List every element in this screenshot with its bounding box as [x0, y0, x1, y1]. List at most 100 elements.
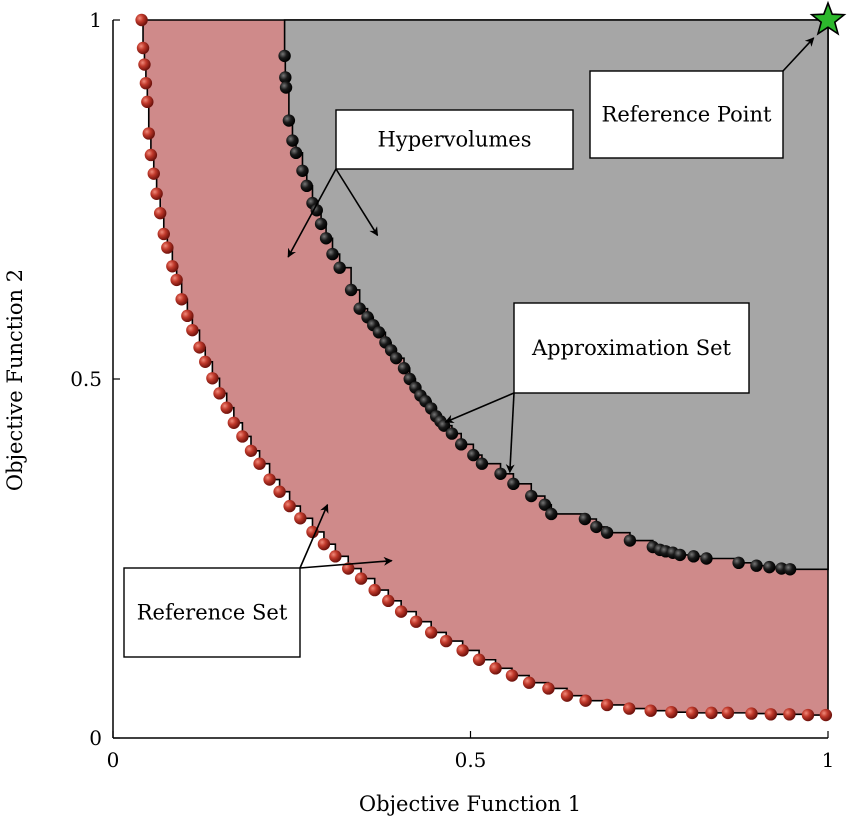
approximation-set-point — [475, 457, 489, 470]
reference-set-point — [764, 708, 777, 721]
reference-set-point — [560, 689, 574, 702]
reference-set-point — [306, 525, 319, 539]
approximation-set-point — [278, 49, 291, 63]
reference-set-point — [170, 273, 183, 287]
reference-set-point — [253, 457, 266, 470]
annotation-arrow — [287, 168, 337, 258]
reference-set-point — [144, 148, 158, 162]
approximation-set-point — [372, 326, 386, 339]
approximation-set-point — [525, 489, 538, 503]
reference-set-point — [542, 682, 555, 695]
reference-set-point — [783, 708, 796, 721]
reference-set-point — [135, 13, 148, 27]
reference-set-point — [382, 594, 395, 608]
reference-set-point — [317, 537, 331, 551]
approximation-set-point — [600, 526, 614, 539]
annotation-arrow — [782, 37, 815, 72]
reference-set-point — [236, 430, 249, 443]
reference-set-point — [579, 694, 592, 707]
reference-set-point — [150, 187, 163, 200]
reference-set-point — [181, 309, 194, 323]
approximation-set-point — [326, 247, 339, 261]
reference-set-point — [489, 662, 502, 675]
reference-set-point — [600, 698, 614, 712]
reference-set-point — [138, 58, 151, 71]
reference-set-point — [505, 669, 519, 682]
approximation-set-point — [445, 427, 459, 440]
reference-set-point — [157, 227, 170, 241]
reference-set-point — [206, 372, 219, 385]
reference-set-point — [439, 634, 453, 648]
approximation-set-point — [732, 556, 745, 570]
reference-set-point — [354, 572, 368, 585]
annotation-box — [335, 109, 574, 170]
annotation-arrow — [299, 503, 329, 569]
reference-set-point — [819, 708, 833, 722]
approximation-set-point — [455, 438, 468, 451]
annotation-arrow — [505, 392, 515, 474]
approximation-set-point — [578, 512, 592, 526]
approximation-set-point — [750, 559, 763, 572]
annotation-box — [123, 567, 301, 658]
annotation-label: Reference Point — [602, 103, 772, 127]
reference-set-point — [456, 644, 469, 657]
approximation-set-point — [300, 179, 313, 193]
reference-set-point — [368, 583, 381, 597]
reference-set-point — [283, 499, 296, 513]
approximation-set-point — [389, 351, 403, 365]
reference-set-point — [166, 260, 179, 273]
reference-set-point — [623, 702, 636, 715]
x-tick-label: 1 — [822, 748, 835, 772]
approximation-set-point — [783, 563, 797, 576]
reference-set-point — [147, 167, 160, 180]
approximation-set-point — [296, 164, 309, 177]
reference-set-point — [244, 444, 258, 457]
annotation-arrow — [444, 392, 515, 424]
approximation-set-point — [310, 204, 323, 217]
approximation-set-point — [687, 550, 700, 563]
approximation-set-point — [314, 217, 328, 231]
reference-set-point — [199, 355, 212, 368]
y-axis-label: Objective Function 2 — [3, 269, 27, 491]
reference-set-point — [721, 706, 735, 720]
reference-set-point — [329, 550, 342, 563]
annotation-box — [513, 302, 750, 394]
reference-set-point — [142, 127, 155, 140]
reference-set-point — [801, 708, 815, 722]
reference-set-point — [644, 704, 657, 717]
reference-set-point — [175, 293, 188, 306]
reference-point-star-icon — [809, 0, 847, 36]
x-axis-label: Objective Function 1 — [359, 792, 581, 816]
approximation-set-point — [494, 467, 507, 480]
reference-set-point — [394, 605, 408, 618]
annotation-arrow — [335, 168, 379, 237]
reference-set-point — [472, 653, 486, 666]
approximation-set-point — [289, 146, 303, 160]
reference-set-point — [213, 387, 226, 400]
y-tick-label: 1 — [89, 8, 102, 32]
reference-set-point — [665, 705, 678, 719]
y-tick-label: 0.5 — [70, 367, 102, 391]
reference-set-point — [705, 706, 718, 720]
annotation-label: Approximation Set — [531, 336, 732, 360]
approximation-set-point — [673, 548, 687, 562]
reference-set-point — [193, 341, 206, 354]
reference-set-point — [161, 241, 174, 254]
reference-set-point — [136, 41, 150, 55]
approximation-set-point — [467, 448, 480, 462]
annotation-label: Reference Set — [137, 601, 288, 625]
approximation-set-point — [545, 507, 558, 521]
approximation-set-point — [319, 232, 333, 245]
reference-set-point — [745, 707, 758, 720]
reference-set-point — [263, 473, 276, 486]
approximation-set-point — [279, 71, 292, 84]
approximation-set-point — [397, 362, 411, 375]
tick-labels: 0 0.5 1 0 0.5 1 — [70, 8, 834, 772]
reference-set-point — [227, 416, 241, 429]
reference-set-point — [186, 323, 199, 337]
reference-set-point — [342, 562, 355, 575]
annotation-arrow — [299, 556, 393, 569]
approximation-set-point — [700, 552, 713, 565]
annotations: Reference Point Hypervolumes Approximation… — [123, 37, 815, 658]
